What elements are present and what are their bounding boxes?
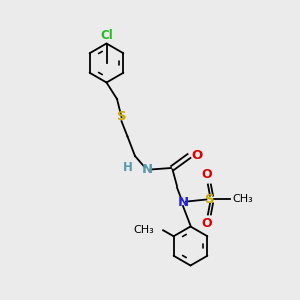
Text: O: O — [202, 218, 212, 230]
Text: O: O — [202, 169, 212, 182]
Text: N: N — [177, 196, 189, 209]
Text: N: N — [141, 163, 153, 176]
Text: CH₃: CH₃ — [134, 225, 154, 235]
Text: S: S — [205, 193, 215, 206]
Text: H: H — [123, 161, 132, 175]
Text: O: O — [191, 148, 203, 162]
Text: CH₃: CH₃ — [232, 194, 253, 205]
Text: S: S — [117, 110, 126, 124]
Text: Cl: Cl — [100, 29, 113, 42]
